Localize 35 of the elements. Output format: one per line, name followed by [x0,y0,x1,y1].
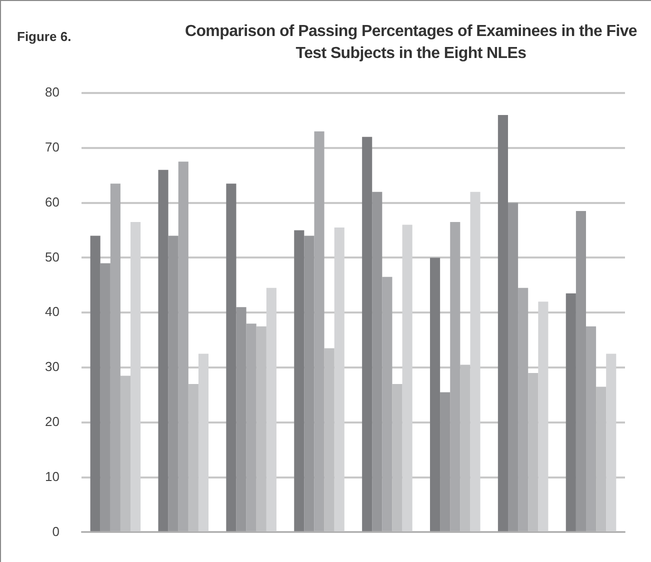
bar [508,202,518,532]
bar [304,236,314,532]
y-tick-label: 20 [44,414,60,429]
y-tick-label: 30 [44,359,60,374]
y-tick-label: 80 [44,84,60,100]
bar [606,354,616,532]
bar [266,288,276,532]
bar [294,230,304,532]
bar [236,307,246,532]
bar [430,258,440,532]
y-tick-label: 70 [44,139,60,154]
bar [362,136,372,532]
bar [168,236,178,532]
bar [334,228,344,532]
y-tick-label: 60 [44,194,60,210]
bar [576,211,586,532]
bar [198,354,209,532]
chart-title: Comparison of Passing Percentages of Examinees in the Five Test Subjects in the Eight NLEs [184,22,638,64]
bar [130,222,141,532]
bar [402,224,412,532]
bar [372,192,382,532]
y-tick-label: 40 [44,304,60,320]
y-tick-label: 10 [44,468,60,484]
y-tick-label: 50 [44,249,60,264]
y-tick-label: 0 [52,524,60,539]
bar [566,293,576,532]
bar [100,263,110,532]
bar [90,236,100,532]
bar [440,392,450,532]
caption: Figure 6. [17,29,72,44]
bar [158,170,168,532]
bar [470,192,480,532]
bar [538,302,548,532]
bar [226,184,236,532]
bar [498,114,508,532]
